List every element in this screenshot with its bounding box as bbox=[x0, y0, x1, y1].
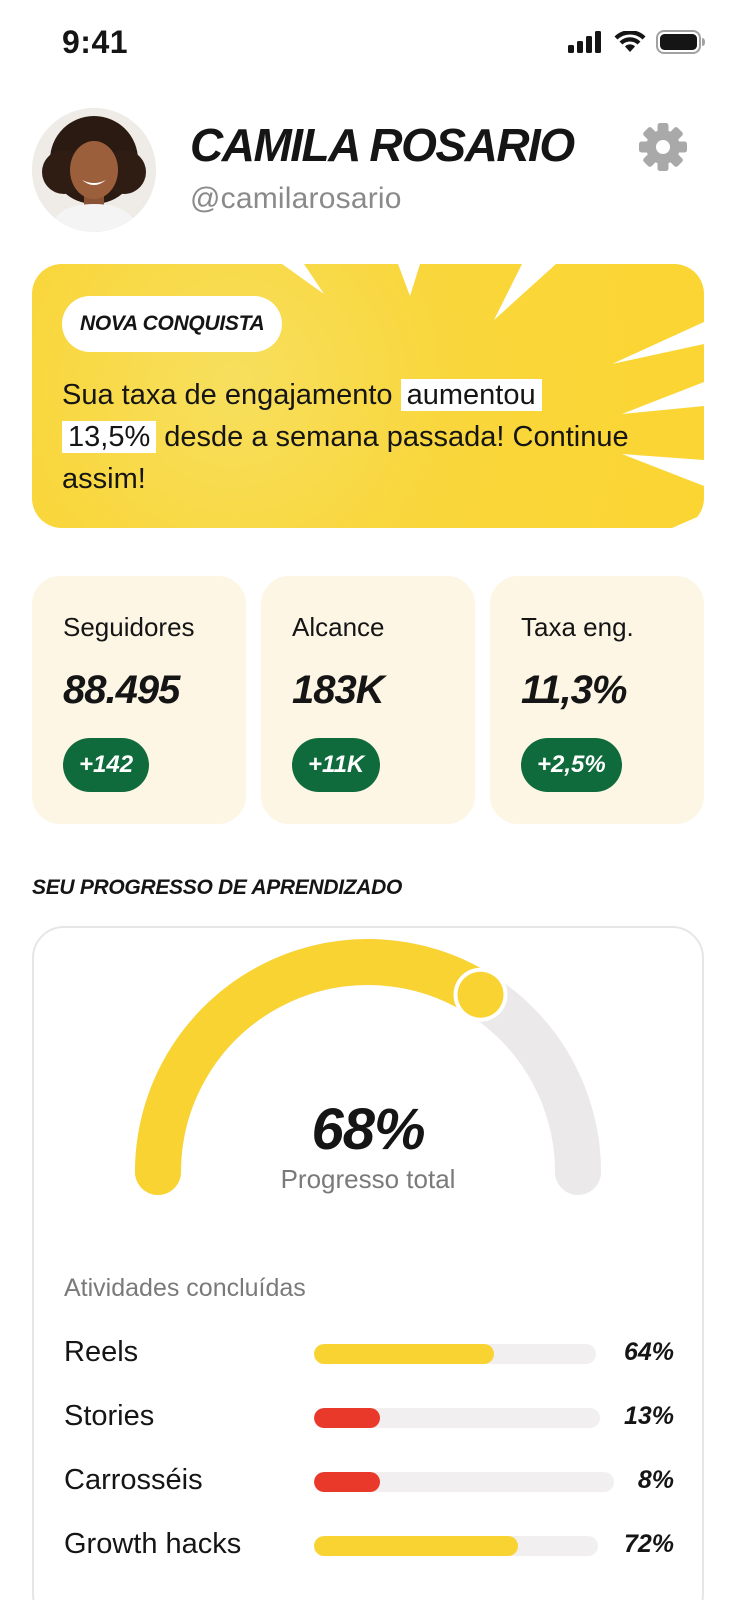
stat-delta-badge: +142 bbox=[63, 738, 150, 792]
status-icons bbox=[568, 30, 706, 54]
avatar-photo bbox=[32, 108, 156, 232]
activity-progress-track bbox=[314, 1408, 600, 1428]
section-title-learning: SEU PROGRESSO DE APRENDIZADO bbox=[32, 876, 403, 899]
stat-value: 88.495 bbox=[63, 668, 180, 712]
activity-percent: 72% bbox=[623, 1530, 674, 1558]
activity-row-growth-hacks[interactable]: Growth hacks 72% bbox=[64, 1526, 674, 1566]
wifi-icon bbox=[614, 31, 646, 52]
achievement-message: Sua taxa de engajamento aumentou 13,5% de… bbox=[62, 374, 662, 500]
total-progress-value: 68% bbox=[311, 1097, 425, 1162]
activity-progress-track bbox=[314, 1536, 598, 1556]
activity-percent: 8% bbox=[637, 1466, 674, 1494]
stat-card-engagement[interactable]: Taxa eng. 11,3% +2,5% bbox=[490, 576, 704, 824]
activity-progress-track bbox=[314, 1344, 596, 1364]
activity-label: Carrosséis bbox=[64, 1464, 203, 1496]
activity-progress-fill bbox=[314, 1408, 380, 1428]
profile-name: CAMILA ROSARIO bbox=[190, 119, 575, 171]
avatar[interactable] bbox=[32, 108, 156, 232]
activity-label: Growth hacks bbox=[64, 1528, 242, 1560]
gauge-fill bbox=[135, 939, 504, 1195]
achievement-text-end: desde a semana passada! Continue assim! bbox=[62, 421, 629, 495]
achievement-highlight-verb: aumentou bbox=[400, 379, 542, 411]
gauge-end-cap bbox=[457, 971, 504, 1018]
activity-label: Reels bbox=[64, 1336, 139, 1368]
total-progress-caption: Progresso total bbox=[280, 1164, 456, 1194]
gear-icon bbox=[639, 123, 687, 171]
stat-delta-badge: +2,5% bbox=[521, 738, 622, 792]
stat-delta-badge: +11K bbox=[292, 738, 381, 792]
status-time: 9:41 bbox=[62, 24, 129, 60]
stat-value: 183K bbox=[292, 668, 385, 712]
activities-title: Atividades concluídas bbox=[64, 1274, 306, 1302]
activity-progress-track bbox=[314, 1472, 614, 1492]
stat-label: Taxa eng. bbox=[521, 612, 634, 642]
stat-card-reach[interactable]: Alcance 183K +11K bbox=[261, 576, 475, 824]
profile-handle: @camilarosario bbox=[190, 182, 402, 215]
battery-icon bbox=[656, 30, 705, 54]
achievement-text-start: Sua taxa de engajamento bbox=[62, 379, 401, 411]
burst-decoration bbox=[282, 264, 704, 528]
stat-card-followers[interactable]: Seguidores 88.495 +142 bbox=[32, 576, 246, 824]
activity-row-carousels[interactable]: Carrosséis 8% bbox=[64, 1462, 674, 1502]
status-bar: 9:41 bbox=[0, 0, 750, 90]
activity-label: Stories bbox=[64, 1400, 155, 1432]
stat-value: 11,3% bbox=[521, 668, 627, 712]
achievement-highlight-percent: 13,5% bbox=[62, 421, 157, 453]
stat-label: Seguidores bbox=[63, 612, 195, 642]
activity-percent: 13% bbox=[623, 1402, 674, 1430]
learning-progress-card: 68% Progresso total Atividades concluída… bbox=[32, 926, 704, 1600]
activity-progress-fill bbox=[314, 1344, 495, 1364]
activity-row-reels[interactable]: Reels 64% bbox=[64, 1334, 674, 1374]
activity-row-stories[interactable]: Stories 13% bbox=[64, 1398, 674, 1438]
activity-progress-fill bbox=[314, 1472, 380, 1492]
total-progress-gauge bbox=[135, 939, 601, 1195]
activity-progress-fill bbox=[314, 1536, 519, 1556]
achievement-badge: NOVA CONQUISTA bbox=[62, 296, 283, 352]
stat-label: Alcance bbox=[292, 612, 385, 642]
settings-button[interactable] bbox=[636, 120, 690, 174]
signal-icon bbox=[568, 31, 601, 53]
activity-percent: 64% bbox=[623, 1338, 674, 1366]
